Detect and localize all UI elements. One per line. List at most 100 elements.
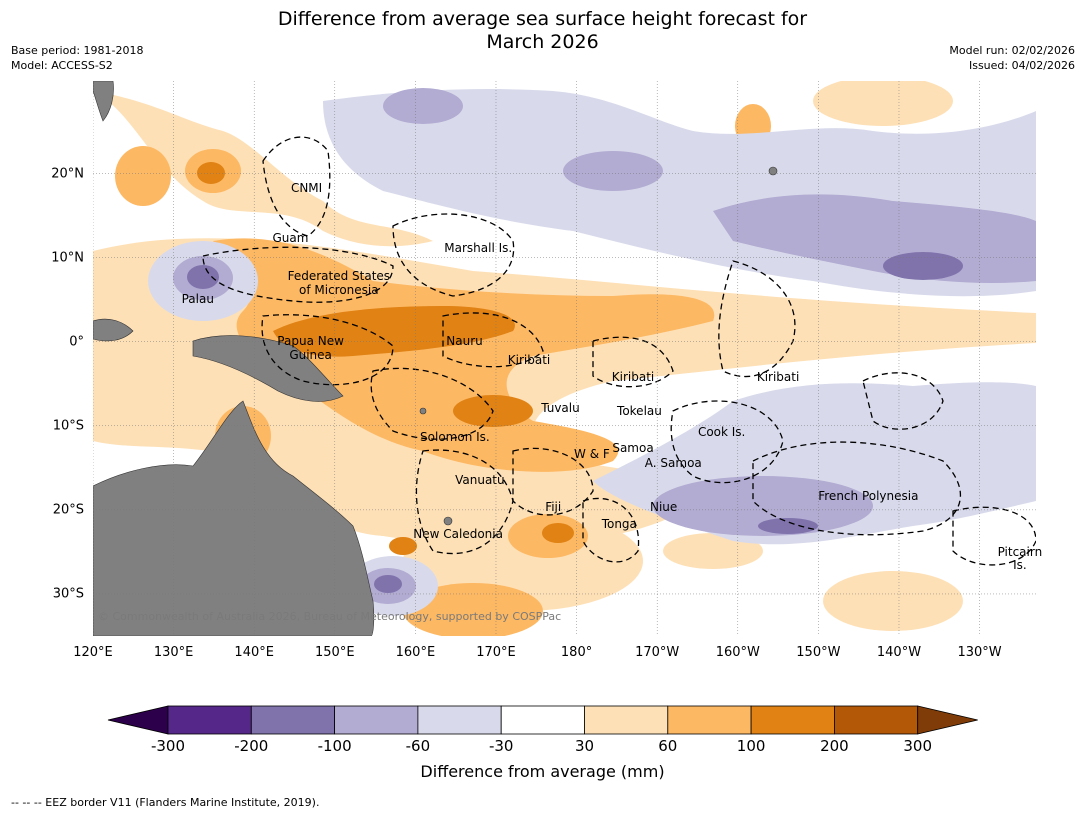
place-label: Papua New (277, 333, 344, 348)
place-label: Kiribati (756, 370, 800, 384)
anomaly-200-nw (197, 162, 225, 184)
new-guinea (192, 335, 344, 402)
colorbar-tick-label: 200 (820, 737, 849, 755)
anomaly-60-north (93, 91, 433, 247)
place-label: Kiribati (611, 370, 655, 384)
place-label: Guinea (289, 348, 332, 363)
model-run: Model run: 02/02/2026 (949, 44, 1075, 57)
meta-right: Model run: 02/02/2026 Issued: 04/02/2026 (949, 43, 1075, 73)
eez-tonga (582, 497, 640, 563)
map-panel (93, 81, 1036, 636)
hawaii-island (768, 166, 778, 176)
place-label: Niue (649, 499, 678, 514)
anomaly-200-s2 (389, 537, 417, 555)
place-label: Palau (181, 291, 214, 306)
colorbar-tick-label: -200 (234, 737, 269, 755)
lat-tick-label: 10°S (52, 418, 84, 434)
place-label: W & F (574, 447, 610, 462)
place-label: Marshall Is. (444, 240, 513, 255)
eez-cook (670, 400, 784, 484)
lon-tick-label: 160°E (395, 645, 436, 660)
lon-tick-label: 180° (560, 645, 593, 660)
lon-tick-label: 160°W (715, 645, 760, 660)
colorbar-bin (334, 705, 419, 735)
lon-tick-label: 170°E (476, 645, 516, 660)
copyright-text: © Commonwealth of Australia 2026, Bureau… (98, 610, 562, 623)
colorbar-bin (417, 705, 502, 735)
eez-cnmi (262, 136, 331, 237)
lon-tick-label: 130°W (957, 645, 1002, 660)
lon-tick-label: 140°E (234, 645, 274, 660)
place-label: Guam (272, 231, 309, 246)
anomaly-neg100-n1 (383, 88, 463, 124)
lat-tick-label: 0° (69, 334, 84, 350)
eez-kiribati-c (592, 336, 674, 388)
lon-tick-label: 140°W (876, 645, 922, 660)
eez-eastern (862, 372, 944, 430)
colorbar-bin (667, 705, 752, 735)
place-label: Fiji (545, 499, 562, 514)
anomaly-60-s3 (663, 533, 763, 569)
place-label: A. Samoa (644, 455, 702, 470)
anomaly-60-ne (813, 81, 953, 126)
colorbar-bin (834, 705, 919, 735)
eez-png (261, 314, 394, 386)
lon-tick-label: 150°E (315, 645, 355, 660)
place-label: Samoa (612, 440, 654, 455)
eez-fsm (202, 246, 394, 303)
anomaly-neg100-south (653, 476, 873, 536)
place-label: French Polynesia (818, 488, 919, 503)
anomaly-neg200-north (883, 252, 963, 280)
colorbar-bin (250, 705, 336, 735)
colorbar-tick-label: 30 (574, 737, 595, 755)
place-label: Federated States (287, 269, 391, 284)
anomaly-neg200-palau (187, 265, 219, 289)
place-label: Is. (1013, 558, 1027, 573)
borneo-sulawesi (93, 318, 134, 342)
eez-fiji (512, 447, 594, 516)
australia (93, 400, 375, 636)
chart-title: Difference from average sea surface heig… (0, 8, 1085, 54)
place-label: Nauru (446, 333, 483, 348)
colorbar-tick-label: -100 (317, 737, 352, 755)
model-name: Model: ACCESS-S2 (11, 59, 113, 72)
place-label: of Micronesia (299, 283, 379, 298)
lon-tick-label: 130°E (153, 645, 194, 660)
meta-left: Base period: 1981-2018 Model: ACCESS-S2 (11, 43, 143, 73)
colorbar-label: Difference from average (mm) (420, 762, 665, 781)
lat-tick-label: 20°N (51, 166, 84, 181)
place-label: Tonga (601, 517, 637, 532)
colorbar-max-arrow (917, 705, 978, 735)
land-masses (93, 81, 778, 636)
anomaly-neg200-tasman (374, 575, 402, 593)
place-label: Kiribati (507, 353, 551, 368)
eez-footnote: -- -- -- EEZ border V11 (Flanders Marine… (11, 796, 320, 809)
anomaly-100-equator (213, 238, 715, 472)
lon-tick-label: 120°E (73, 645, 113, 660)
colorbar-bin (584, 705, 669, 735)
gridlines (93, 81, 1036, 636)
eez-french-polynesia (752, 441, 961, 536)
colorbar-tick-label: -30 (488, 737, 514, 755)
colorbar-bin (167, 705, 252, 735)
anomaly-neg200-south (758, 518, 818, 534)
eez-kiribati-w (442, 312, 544, 368)
lon-tick-label: 150°W (796, 645, 841, 660)
anomaly-100-s2 (403, 583, 543, 636)
colorbar-bin (750, 705, 835, 735)
place-label: New Caledonia (413, 527, 503, 542)
colorbar-tick-label: 60 (658, 737, 678, 755)
anomaly-60-s2 (823, 571, 963, 631)
place-label: Tokelau (617, 403, 662, 418)
anomaly-200-s (542, 523, 574, 543)
title-line-2: March 2026 (486, 31, 599, 53)
eez-kiribati-e (718, 260, 796, 378)
colorbar-tick-label: -60 (405, 737, 431, 755)
map-canvas (93, 81, 1036, 636)
solomon-island (419, 407, 427, 415)
eez-solomon (370, 367, 494, 440)
place-label: Solomon Is. (420, 429, 490, 444)
place-label: CNMI (290, 180, 323, 195)
place-label: Pitcairn (997, 544, 1043, 559)
colorbar (107, 705, 978, 735)
